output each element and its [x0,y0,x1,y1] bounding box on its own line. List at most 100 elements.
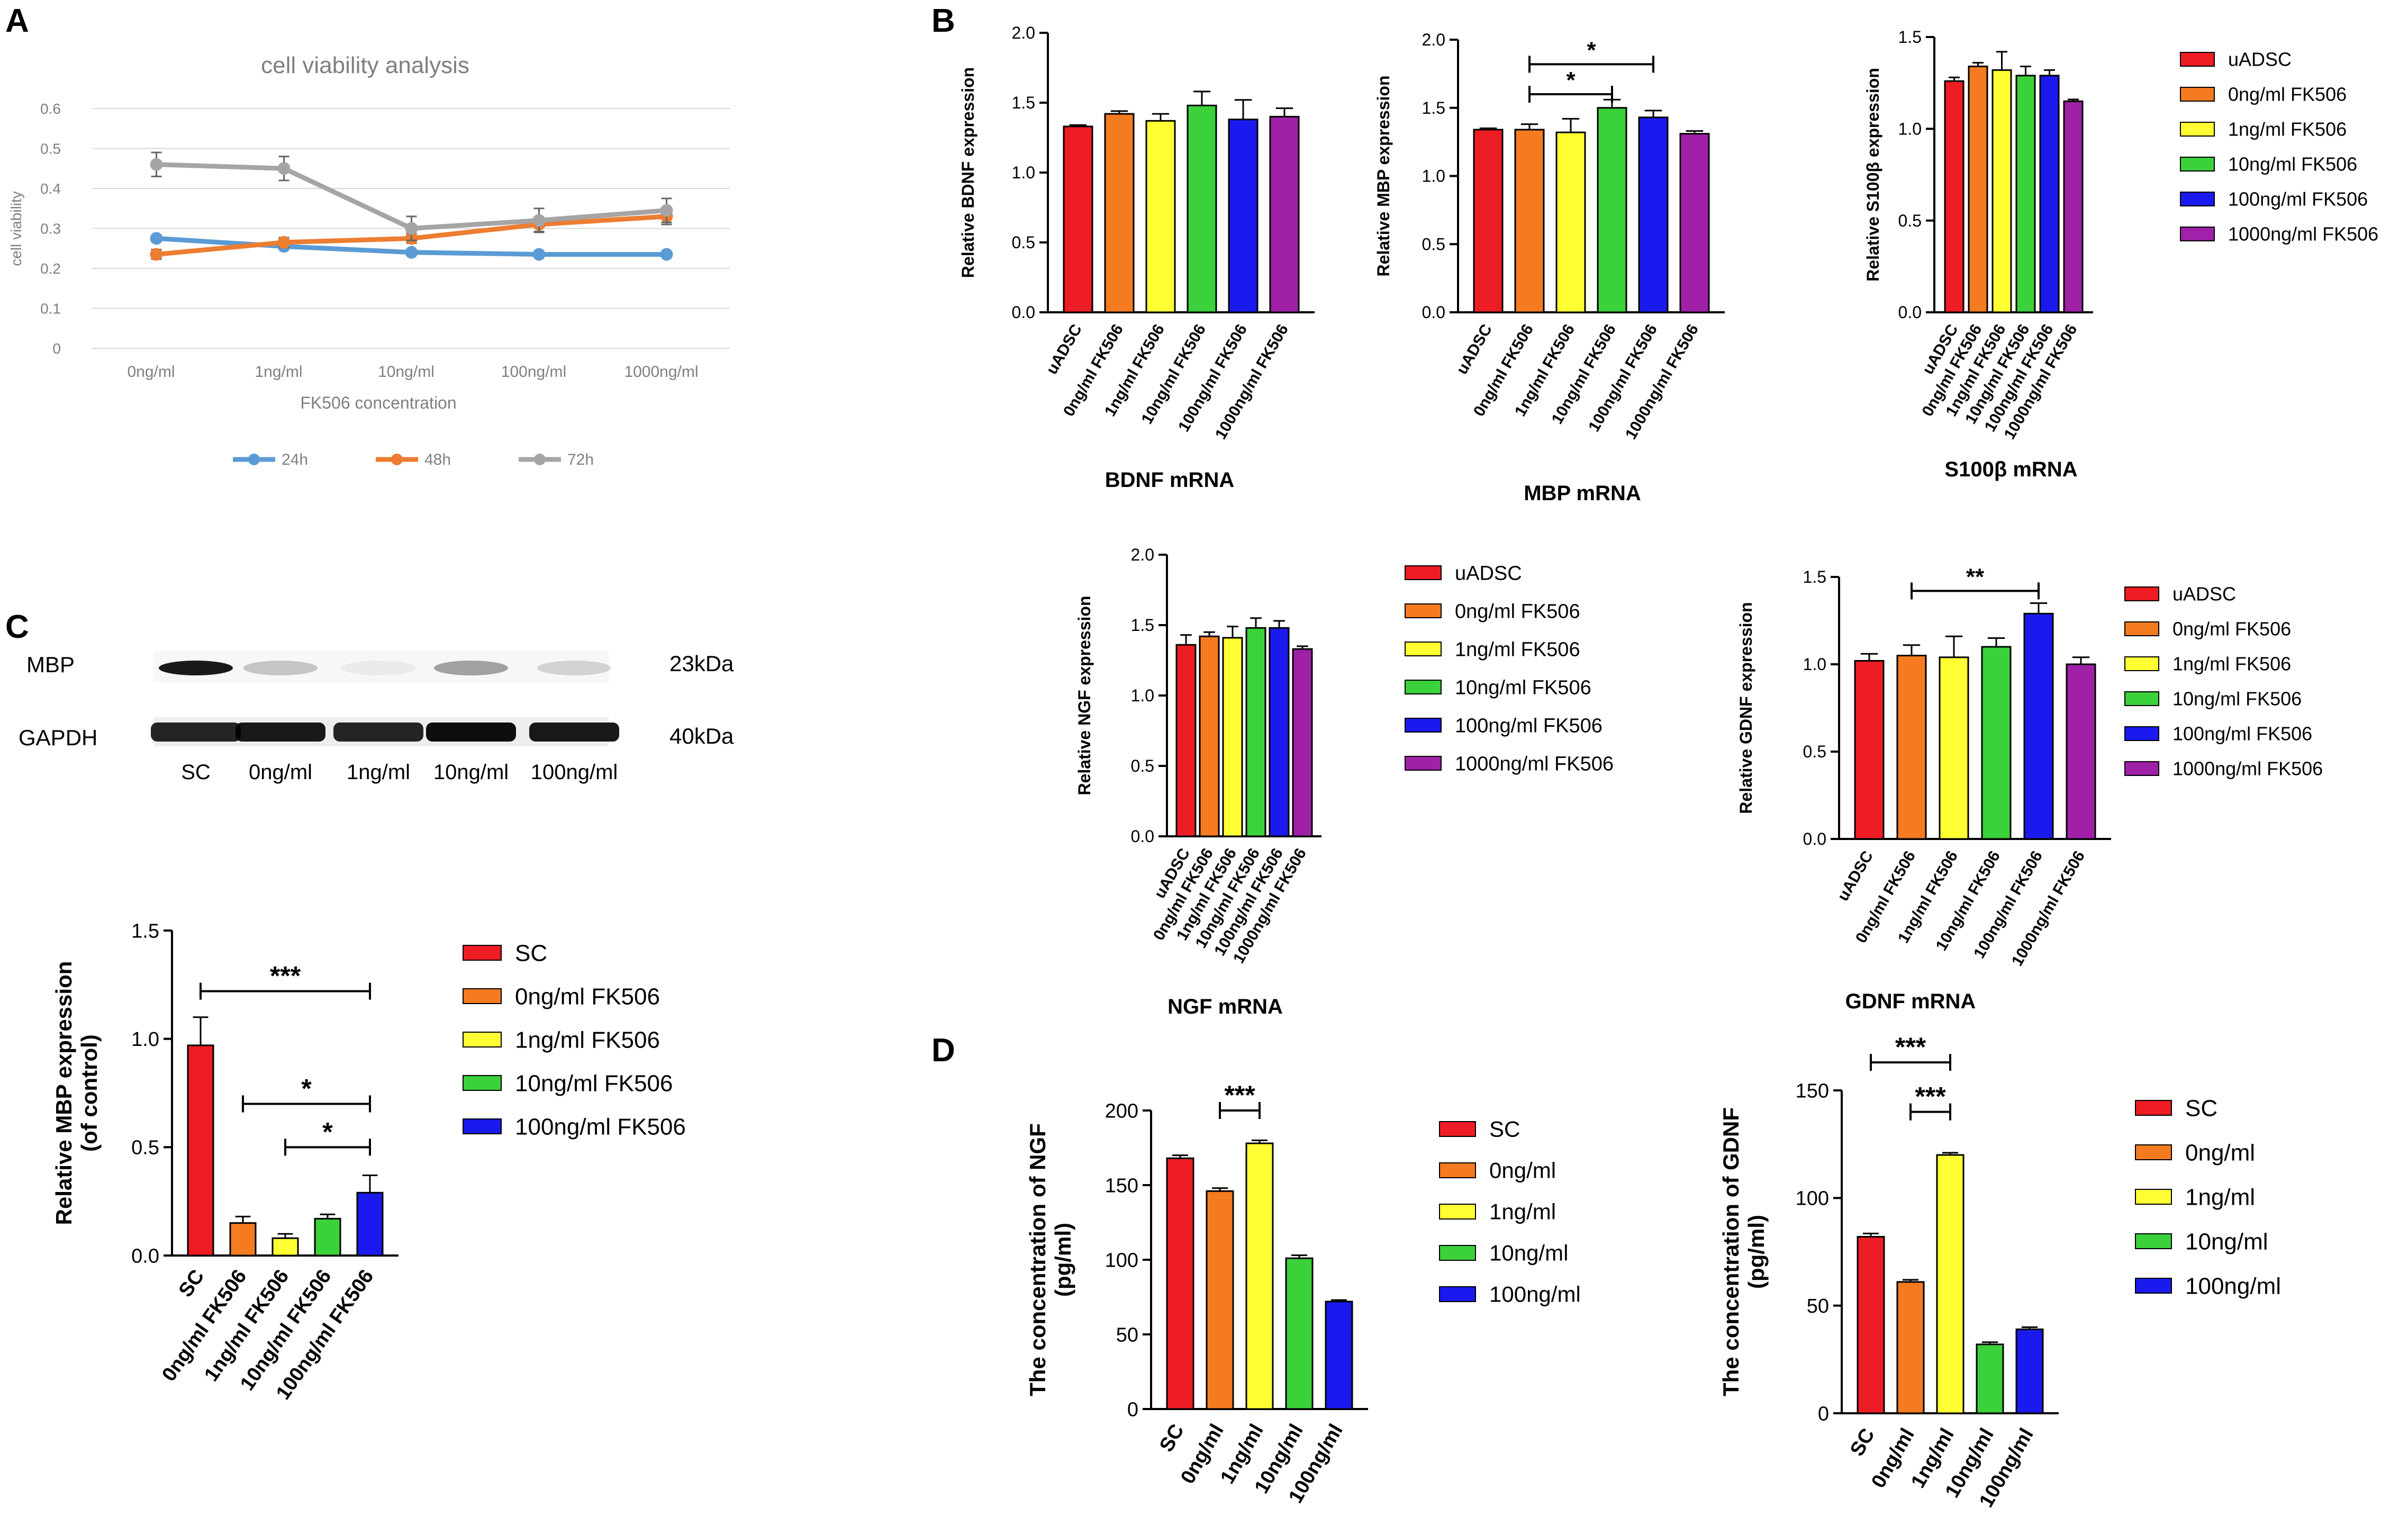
legend-marker [391,454,403,465]
legend-swatch [2124,656,2159,671]
legend-label: 100ng/ml [2185,1273,2281,1299]
legend-marker [248,454,260,465]
western-blot: MBP GAPDH 23kDa 40kDa SC 0ng/ml 1ng/ml 10ng… [19,651,734,784]
legend-label: 10ng/ml FK506 [2228,153,2357,175]
legend-label: 0ng/ml FK506 [2228,84,2347,105]
legend-label: 10ng/ml FK506 [515,1070,673,1096]
legend-item: 100ng/ml FK506 [463,1114,686,1140]
legend-label: 100ng/ml [1489,1282,1581,1307]
legend-swatch [1439,1162,1476,1178]
bar-100ng-ml-fk506 [356,1191,384,1257]
blot-band-gapdh [426,723,516,742]
blot-band-gapdh [151,723,241,742]
x-axis-label: FK506 concentration [300,393,456,412]
y-axis-label: (pg/ml) [1051,1223,1075,1297]
y-tick-label: 0.1 [40,301,61,317]
legend-swatch [2124,726,2159,741]
significance-label: * [1566,67,1576,93]
legend-item: 0ng/ml FK506 [1405,600,1580,622]
legend-item: uADSC [2124,583,2236,605]
legend-label: uADSC [2228,49,2292,70]
bar-0ng-ml-fk506 [1104,113,1135,313]
legend-item: 100ng/ml FK506 [2180,188,2368,210]
legend-swatch [2180,157,2215,171]
bar-0ng-ml-fk506 [1199,635,1220,837]
legend-item: 10ng/ml FK506 [463,1070,673,1096]
legend-b-ngf: uADSC 0ng/ml FK506 1ng/ml FK506 10ng/ml FK5… [1405,562,1614,775]
x-tick-label: uADSC [1043,321,1085,377]
bar-uadsc [1175,644,1197,837]
legend-item: 100ng/ml [2135,1273,2281,1299]
y-axis-label: Relative MBP expression [51,961,76,1225]
legend-swatch [463,1118,502,1134]
legend-swatch [1405,565,1442,580]
legend-swatch [2135,1278,2172,1294]
blot-lane-label: 10ng/ml [433,761,509,784]
legend-item: 24h [233,451,308,468]
legend-swatch [2124,691,2159,706]
significance-bracket: * [1528,67,1613,103]
y-axis-label: Relative GDNF expression [1736,602,1755,814]
bar-100ng-ml [1325,1301,1353,1410]
legend-marker [534,454,546,465]
y-tick-label: 0.5 [1422,234,1445,254]
data-point [405,246,418,259]
x-tick-label: 10ng/ml [378,363,434,381]
legend-swatch [463,1032,502,1048]
legend-swatch [1405,680,1442,694]
y-tick-label: 1.5 [1898,28,1922,47]
legend-item: 10ng/ml [1439,1241,1568,1266]
legend-item: 10ng/ml FK506 [2180,153,2357,175]
y-tick-label: 1.0 [1422,167,1445,186]
bar-10ng-ml-fk506 [1597,107,1627,313]
bar-1000ng-ml-fk506 [1292,648,1313,837]
data-point [150,248,163,261]
blot-band-mbp [434,661,508,675]
legend-item: 1000ng/ml FK506 [2124,758,2323,780]
legend-swatch [1405,756,1442,771]
panel-letter-b: B [931,3,955,39]
legend-label: 48h [424,451,451,468]
y-axis-label: cell viability [8,191,24,266]
legend-item: uADSC [2180,49,2292,70]
legend-label: 24h [282,451,308,468]
legend-item: 1000ng/ml FK506 [2180,223,2378,245]
legend-b-gdnf: uADSC 0ng/ml FK506 1ng/ml FK506 10ng/ml FK5… [2124,583,2323,780]
legend-swatch [1439,1204,1476,1220]
y-tick-label: 50 [1116,1324,1138,1346]
legend-label: uADSC [1455,562,1522,584]
x-tick-label: uADSC [1834,848,1877,904]
y-tick-label: 1.5 [1012,93,1035,112]
bar-1000ng-ml-fk506 [1679,133,1710,313]
legend-c: SC 0ng/ml FK506 1ng/ml FK506 10ng/ml FK506 1… [463,940,686,1140]
x-tick-label: 1000ng/ml FK506 [1622,321,1702,443]
y-tick-label: 1.5 [1422,98,1445,118]
x-tick-label: SC [1155,1421,1189,1456]
bar-1000ng-ml-fk506 [2066,663,2096,840]
significance-label: *** [1915,1082,1946,1112]
legend-item: 1000ng/ml FK506 [1405,753,1614,775]
significance-bracket: * [284,1117,371,1156]
legend-item: 0ng/ml [2135,1140,2255,1166]
x-tick-label: 100ng/ml [501,363,566,381]
significance-bracket: *** [1870,1032,1951,1071]
blot-band-gapdh [333,723,423,742]
legend-swatch [2135,1100,2172,1116]
legend-label: SC [515,940,547,966]
data-point [660,204,673,217]
legend-swatch [2124,586,2159,601]
data-point [660,248,673,261]
y-tick-label: 1.0 [131,1028,159,1051]
legend-swatch [2135,1144,2172,1160]
legend-item: 10ng/ml [2135,1229,2268,1254]
data-point [277,162,291,175]
blot-label-mbp-kda: 23kDa [669,651,734,676]
legend-item: 100ng/ml FK506 [1405,715,1603,737]
bar-100ng-ml-fk506 [2023,612,2054,840]
legend-item: 100ng/ml [1439,1282,1581,1307]
chart-title: MBP mRNA [1524,482,1641,505]
